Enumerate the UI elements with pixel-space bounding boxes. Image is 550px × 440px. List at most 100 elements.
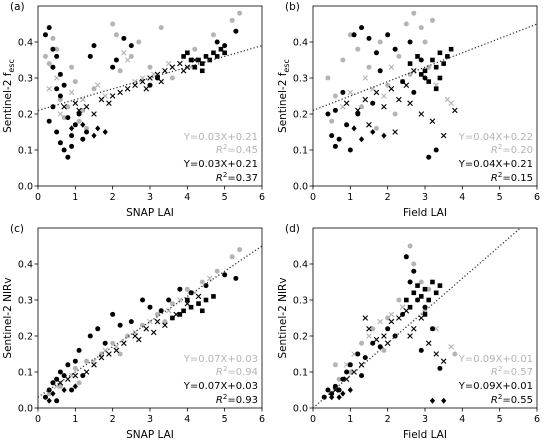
black-circle-point bbox=[362, 355, 368, 361]
r-squared-superscript: 2 bbox=[498, 143, 502, 151]
r-squared-superscript: 2 bbox=[223, 393, 227, 401]
r-squared-value: =0.45 bbox=[227, 145, 258, 156]
r-squared-value: =0.55 bbox=[502, 395, 533, 406]
gray-circle-point bbox=[125, 333, 131, 339]
black-square-point bbox=[441, 61, 446, 66]
black-circle-point bbox=[340, 89, 346, 95]
black-circle-point bbox=[128, 43, 134, 49]
black-square-point bbox=[211, 50, 216, 56]
gray-circle-point bbox=[359, 104, 365, 110]
black-circle-point bbox=[400, 311, 406, 317]
black-square-point bbox=[437, 50, 443, 56]
black-circle-point bbox=[54, 376, 60, 382]
black-circle-point bbox=[50, 380, 56, 386]
gray-circle-point bbox=[91, 86, 97, 92]
gray-circle-point bbox=[84, 125, 90, 131]
black-circle-point bbox=[332, 107, 338, 113]
black-circle-point bbox=[422, 304, 428, 310]
black-x-point bbox=[429, 118, 436, 124]
black-circle-point bbox=[57, 369, 63, 375]
y-axis-label: Sentinel-2 NIRv bbox=[277, 277, 289, 358]
x-tick-label: 5 bbox=[497, 192, 503, 203]
gray-circle-point bbox=[128, 53, 134, 59]
y-tick-label: 0.2 bbox=[293, 332, 308, 343]
gray-circle-point bbox=[80, 107, 86, 113]
gray-circle-point bbox=[113, 32, 119, 38]
black-circle-point bbox=[437, 365, 443, 371]
x-tick-label: 0 bbox=[35, 414, 41, 425]
black-circle-point bbox=[87, 53, 93, 59]
y-tick-label: 0.3 bbox=[18, 74, 33, 85]
black-x-point bbox=[396, 96, 402, 103]
gray-circle-point bbox=[411, 261, 417, 267]
y-axis-label: Sentinel-2 fesc bbox=[2, 59, 16, 133]
gray-circle-point bbox=[377, 39, 383, 45]
trend-line bbox=[38, 44, 262, 112]
black-circle-point bbox=[46, 387, 52, 393]
r-squared-value: =0.37 bbox=[227, 173, 258, 184]
black-circle-point bbox=[392, 46, 398, 52]
black-circle-point bbox=[411, 268, 417, 274]
trend-line bbox=[313, 23, 537, 112]
x-tick-label: 2 bbox=[385, 192, 391, 203]
gray-circle-point bbox=[46, 391, 52, 397]
x-tick-label: 0 bbox=[310, 414, 316, 425]
black-square-point bbox=[418, 294, 424, 299]
black-circle-point bbox=[54, 398, 60, 404]
black-square-point bbox=[448, 46, 454, 52]
r-squared-value: =0.20 bbox=[502, 145, 533, 156]
x-tick-label: 1 bbox=[72, 414, 78, 425]
gray-circle-point bbox=[396, 53, 402, 59]
black-square-point bbox=[430, 279, 435, 285]
x-tick-label: 4 bbox=[459, 192, 465, 203]
gray-circle-point bbox=[237, 10, 243, 16]
black-square-point bbox=[196, 301, 201, 306]
black-circle-point bbox=[222, 43, 228, 49]
gray-x-point bbox=[177, 297, 183, 303]
black-circle-point bbox=[113, 57, 119, 63]
black-circle-point bbox=[76, 111, 82, 117]
black-circle-point bbox=[222, 272, 228, 278]
black-x-point bbox=[150, 329, 157, 336]
r-squared-label: R2=0.20 bbox=[491, 143, 533, 156]
gray-circle-point bbox=[229, 254, 235, 260]
x-tick-label: 4 bbox=[184, 414, 190, 425]
black-circle-point bbox=[46, 25, 52, 31]
gray-circle-point bbox=[355, 46, 361, 52]
black-x-point bbox=[433, 351, 439, 357]
black-circle-point bbox=[355, 351, 361, 357]
x-axis-label: Field LAI bbox=[403, 429, 447, 440]
black-x-point bbox=[143, 326, 150, 332]
black-circle-point bbox=[80, 136, 86, 142]
y-axis-label-text: Sentinel-2 NIRv bbox=[2, 277, 14, 358]
y-tick-label: 0.2 bbox=[18, 332, 33, 343]
black-circle-point bbox=[321, 394, 327, 400]
gray-circle-point bbox=[347, 369, 353, 375]
black-diamond-point bbox=[102, 129, 108, 135]
gray-x-point bbox=[388, 311, 395, 318]
gray-x-point bbox=[448, 100, 454, 106]
gray-circle-point bbox=[429, 17, 435, 23]
gray-x-point bbox=[121, 50, 127, 56]
black-x-point bbox=[418, 111, 425, 117]
gray-circle-point bbox=[72, 79, 78, 85]
y-tick-label: 0.4 bbox=[18, 260, 33, 271]
gray-circle-point bbox=[57, 97, 63, 103]
y-tick-label: 0.3 bbox=[293, 74, 308, 85]
x-axis-label: SNAP LAI bbox=[126, 207, 174, 219]
y-axis-label: Sentinel-2 fesc bbox=[277, 59, 291, 133]
black-diamond-point bbox=[329, 394, 335, 401]
black-circle-point bbox=[46, 118, 52, 124]
black-square-point bbox=[407, 61, 413, 66]
black-x-point bbox=[83, 369, 90, 375]
black-circle-point bbox=[65, 362, 71, 368]
black-x-point bbox=[162, 322, 168, 328]
black-x-point bbox=[366, 122, 372, 128]
black-square-point bbox=[422, 286, 428, 292]
black-circle-point bbox=[233, 28, 239, 34]
black-circle-point bbox=[50, 46, 56, 52]
black-circle-point bbox=[400, 79, 406, 85]
black-diamond-point bbox=[72, 383, 78, 390]
black-circle-point bbox=[325, 111, 331, 117]
